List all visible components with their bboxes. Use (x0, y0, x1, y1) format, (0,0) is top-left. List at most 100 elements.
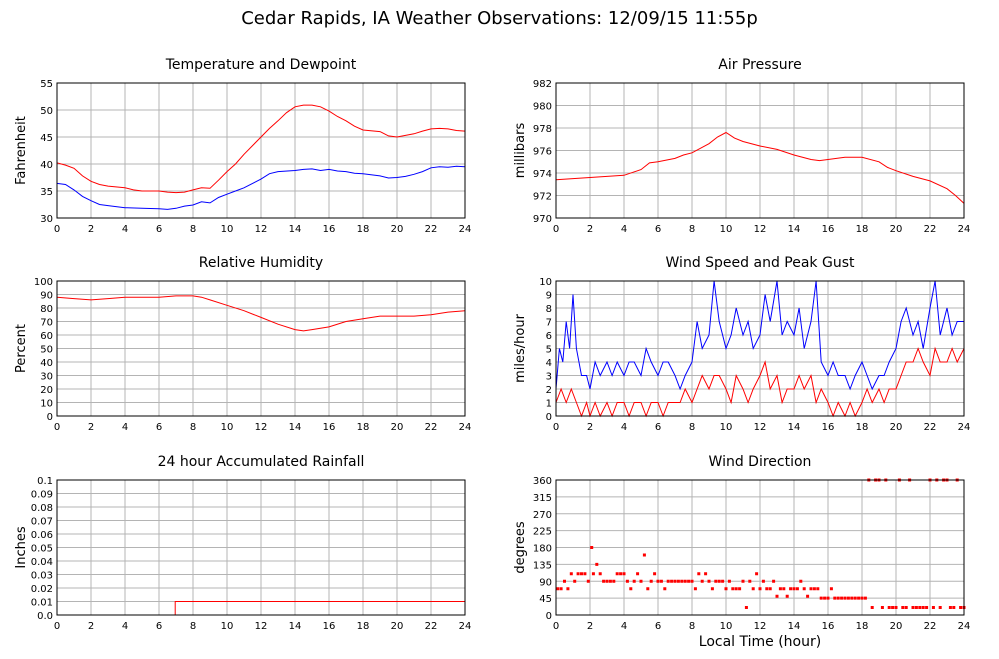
data-point (840, 596, 844, 600)
plot-frame (555, 280, 965, 417)
x-tick-label: 8 (190, 621, 196, 632)
plot-frame (56, 82, 466, 219)
x-axis-label: Local Time (hour) (698, 634, 822, 650)
data-point (615, 572, 619, 576)
data-point (656, 579, 660, 583)
data-point (833, 596, 837, 600)
x-tick-label: 6 (156, 621, 162, 632)
chart-title: 24 hour Accumulated Rainfall (158, 454, 365, 470)
data-point (870, 606, 874, 609)
data-point (586, 579, 590, 583)
y-tick-label: 0 (546, 611, 552, 622)
data-point (925, 606, 929, 609)
x-tick-label: 16 (822, 422, 835, 433)
data-point (642, 553, 646, 557)
data-point (559, 587, 563, 591)
y-tick-label: 80 (40, 304, 53, 315)
plot-frame (555, 479, 965, 616)
x-tick-label: 18 (357, 422, 370, 433)
data-point (765, 587, 769, 591)
data-point (683, 579, 687, 583)
x-tick-label: 10 (221, 621, 234, 632)
y-tick-label: 55 (40, 79, 53, 90)
y-tick-label: 0 (47, 412, 53, 423)
x-tick-label: 10 (720, 422, 733, 433)
data-point (887, 606, 891, 609)
x-tick-label: 18 (856, 422, 869, 433)
data-point (676, 579, 680, 583)
data-point (857, 596, 861, 600)
y-tick-label: 10 (40, 399, 53, 410)
x-tick-label: 24 (958, 224, 971, 235)
x-tick-label: 2 (88, 422, 94, 433)
data-point (812, 587, 816, 591)
x-tick-label: 12 (255, 422, 268, 433)
chart-title: Wind Speed and Peak Gust (666, 255, 855, 271)
x-tick-label: 4 (621, 224, 627, 235)
data-point (724, 587, 728, 591)
x-tick-label: 12 (255, 224, 268, 235)
x-tick-label: 2 (88, 224, 94, 235)
data-point (563, 579, 566, 583)
data-point (714, 579, 718, 583)
y-tick-label: 360 (533, 476, 552, 487)
series-line (56, 104, 466, 194)
x-tick-label: 12 (255, 621, 268, 632)
data-point (697, 572, 701, 576)
data-point (659, 579, 663, 583)
data-point (748, 579, 752, 583)
x-tick-label: 16 (323, 224, 336, 235)
chart-title: Air Pressure (718, 57, 801, 73)
y-tick-label: 90 (40, 291, 53, 302)
x-tick-label: 18 (856, 224, 869, 235)
x-tick-label: 2 (587, 422, 593, 433)
data-point (809, 587, 813, 591)
y-tick-label: 980 (533, 102, 552, 113)
x-tick-label: 14 (788, 422, 801, 433)
x-tick-label: 14 (289, 224, 302, 235)
data-point (598, 572, 602, 576)
series-line (56, 165, 466, 210)
y-tick-label: 45 (40, 133, 53, 144)
data-point (755, 572, 759, 576)
data-point (608, 579, 612, 583)
data-point (843, 596, 847, 600)
x-tick-label: 10 (720, 224, 733, 235)
y-tick-label: 20 (40, 385, 53, 396)
x-tick-label: 0 (54, 224, 60, 235)
data-point (904, 606, 908, 609)
y-tick-label: 972 (533, 192, 552, 203)
x-tick-label: 22 (425, 224, 438, 235)
data-point (632, 579, 636, 583)
data-point (850, 596, 854, 600)
data-point (583, 572, 587, 576)
y-tick-label: 180 (533, 544, 552, 555)
y-tick-label: 35 (40, 187, 53, 198)
data-point (646, 587, 650, 591)
plot-frame (56, 479, 466, 616)
y-axis-label: degrees (513, 521, 528, 574)
y-tick-label: 7 (546, 318, 552, 329)
x-tick-label: 8 (190, 224, 196, 235)
data-point (782, 587, 786, 591)
page-title: Cedar Rapids, IA Weather Observations: 1… (241, 8, 758, 29)
data-point (693, 587, 697, 591)
x-tick-label: 0 (54, 621, 60, 632)
x-tick-label: 16 (822, 621, 835, 632)
y-tick-label: 315 (533, 493, 552, 504)
data-point (649, 579, 653, 583)
y-tick-label: 4 (546, 358, 552, 369)
plot-frame (56, 280, 466, 417)
data-point (591, 572, 595, 576)
x-tick-label: 18 (357, 224, 370, 235)
y-tick-label: 225 (533, 527, 552, 538)
data-point (566, 587, 570, 591)
y-tick-label: 8 (546, 304, 552, 315)
data-point (734, 587, 738, 591)
data-point (710, 587, 714, 591)
x-tick-label: 24 (459, 422, 472, 433)
y-tick-label: 40 (40, 358, 53, 369)
y-axis-label: miles/hour (513, 313, 528, 382)
